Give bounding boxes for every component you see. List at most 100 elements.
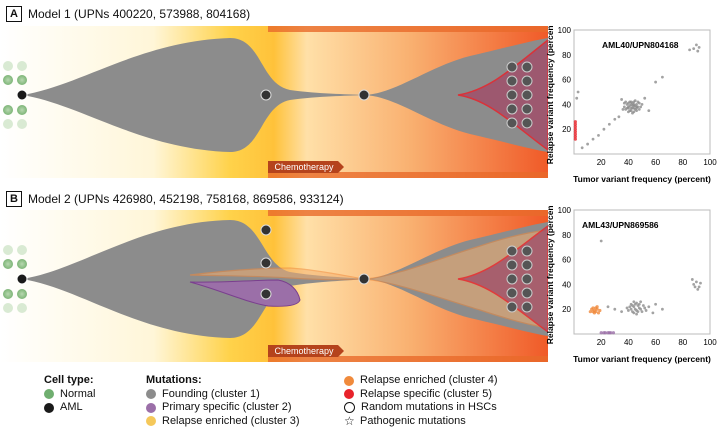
- data-point-founding: [575, 96, 579, 100]
- panel-a-title: Model 1 (UPNs 400220, 573988, 804168): [28, 7, 251, 21]
- data-point-relapse-specific: [573, 130, 577, 134]
- legend-mutations-2: Relapse enriched (cluster 4) Relapse spe…: [344, 374, 498, 428]
- x-tick-label: 100: [703, 338, 717, 347]
- relapse-cells: [506, 245, 533, 313]
- data-point-relapse-enriched-4: [596, 311, 601, 315]
- data-point-founding: [627, 110, 630, 114]
- x-tick-label: 40: [624, 158, 633, 167]
- aml-cell-icon: [44, 402, 54, 413]
- data-point-founding: [625, 306, 629, 310]
- data-point-relapse-enriched-4: [591, 306, 595, 310]
- chemotherapy-label: Chemotherapy: [274, 162, 334, 172]
- data-point-founding: [637, 107, 641, 111]
- panel-b-title: Model 2 (UPNs 426980, 452198, 758168, 86…: [28, 192, 344, 206]
- data-point-relapse-specific: [573, 120, 577, 124]
- data-point-founding: [632, 100, 636, 104]
- x-axis-label: Tumor variant frequency (percent): [573, 174, 711, 184]
- legend-label: Relapse specific (cluster 5): [360, 387, 493, 400]
- clone-node: [358, 273, 370, 285]
- primary-specific-clone: [189, 279, 301, 307]
- data-point-founding: [599, 239, 603, 243]
- data-point-founding: [643, 96, 647, 100]
- data-point-founding: [635, 106, 638, 110]
- data-point-founding: [661, 75, 664, 79]
- chemotherapy-band: [268, 161, 344, 173]
- data-point-founding: [629, 307, 633, 311]
- data-point-relapse-specific: [573, 137, 577, 141]
- data-point-founding: [632, 106, 636, 110]
- legend-label: Relapse enriched (cluster 4): [360, 374, 498, 386]
- aml-cell: [16, 89, 28, 101]
- y-tick-labels: 20 40 60 80 100: [558, 206, 572, 314]
- panel-b-clonal-evolution-diagram: Chemotherapy: [0, 210, 548, 362]
- x-tick-label: 60: [651, 158, 660, 167]
- y-tick-label: 100: [558, 206, 572, 215]
- relapse-cells: [506, 61, 533, 129]
- data-point-founding: [696, 49, 700, 53]
- data-point-founding: [697, 285, 701, 289]
- data-point-founding: [597, 134, 600, 137]
- legend-mutations: Mutations: Founding (cluster 1) Primary …: [146, 374, 300, 428]
- legend-item-normal: Normal: [44, 388, 95, 402]
- data-point-founding: [639, 105, 643, 109]
- data-point-founding: [644, 309, 648, 312]
- data-point-founding: [613, 117, 617, 121]
- chemotherapy-label: Chemotherapy: [274, 346, 334, 356]
- data-point-founding: [688, 48, 691, 52]
- data-point-founding: [699, 281, 702, 285]
- data-point-founding: [647, 109, 651, 112]
- data-point-founding: [635, 301, 638, 305]
- data-point-founding: [622, 105, 626, 109]
- data-point-founding: [690, 278, 694, 281]
- legend-item-founding: Founding (cluster 1): [146, 388, 300, 402]
- data-point-relapse-specific: [573, 122, 577, 126]
- clone-node: [260, 288, 272, 300]
- legend-item-primary-specific: Primary specific (cluster 2): [146, 401, 300, 415]
- data-point-founding: [695, 43, 698, 47]
- x-tick-label: 80: [678, 158, 687, 167]
- legend-label: Primary specific (cluster 2): [162, 401, 292, 413]
- data-point-relapse-enriched-4: [594, 310, 598, 314]
- data-point-founding: [628, 100, 632, 104]
- data-point-founding: [620, 98, 623, 101]
- legend-item-random-mutations: Random mutations in HSCs: [344, 401, 498, 415]
- data-point-founding: [632, 103, 636, 106]
- relapse-specific-dot-icon: [344, 389, 354, 400]
- legend-label: Founding (cluster 1): [162, 387, 260, 400]
- data-point-founding: [636, 310, 640, 314]
- legend-label: Relapse enriched (cluster 3): [162, 414, 300, 427]
- relapse-enriched-3-dot-icon: [146, 416, 156, 427]
- star-outline-icon: ☆: [344, 413, 355, 428]
- data-point-relapse-specific: [573, 132, 577, 136]
- x-tick-labels: 20 40 60 80 100: [597, 158, 717, 167]
- legend-label: Normal: [60, 387, 96, 400]
- y-tick-label: 100: [558, 26, 572, 35]
- data-point-relapse-enriched-4: [588, 310, 592, 314]
- founding-dot-icon: [146, 389, 156, 400]
- x-tick-label: 20: [597, 338, 606, 347]
- data-point-founding: [617, 115, 621, 119]
- data-point-founding: [641, 304, 645, 307]
- data-point-founding: [647, 305, 651, 309]
- data-point-founding: [627, 309, 630, 312]
- legend-cell-type-header: Cell type:: [44, 374, 94, 386]
- x-tick-label: 60: [651, 338, 660, 347]
- data-point-founding: [693, 285, 697, 289]
- data-point-founding: [606, 305, 610, 309]
- y-tick-label: 40: [562, 280, 571, 289]
- legend-label: AML: [60, 401, 83, 413]
- legend-cell-type: Cell type: Normal AML: [44, 374, 95, 415]
- legend-item-relapse-specific: Relapse specific (cluster 5): [344, 388, 498, 402]
- y-tick-label: 80: [562, 231, 571, 240]
- y-tick-label: 80: [562, 51, 571, 60]
- data-point-founding: [654, 80, 657, 84]
- x-tick-label: 100: [703, 158, 717, 167]
- data-point-founding: [613, 307, 617, 311]
- legend-item-aml: AML: [44, 401, 95, 415]
- panel-a-letter: A: [6, 6, 22, 22]
- legend-item-pathogenic: ☆ Pathogenic mutations: [344, 415, 498, 429]
- data-points: [588, 239, 702, 335]
- data-point-relapse-specific: [573, 125, 577, 129]
- founding-clone: [22, 220, 548, 338]
